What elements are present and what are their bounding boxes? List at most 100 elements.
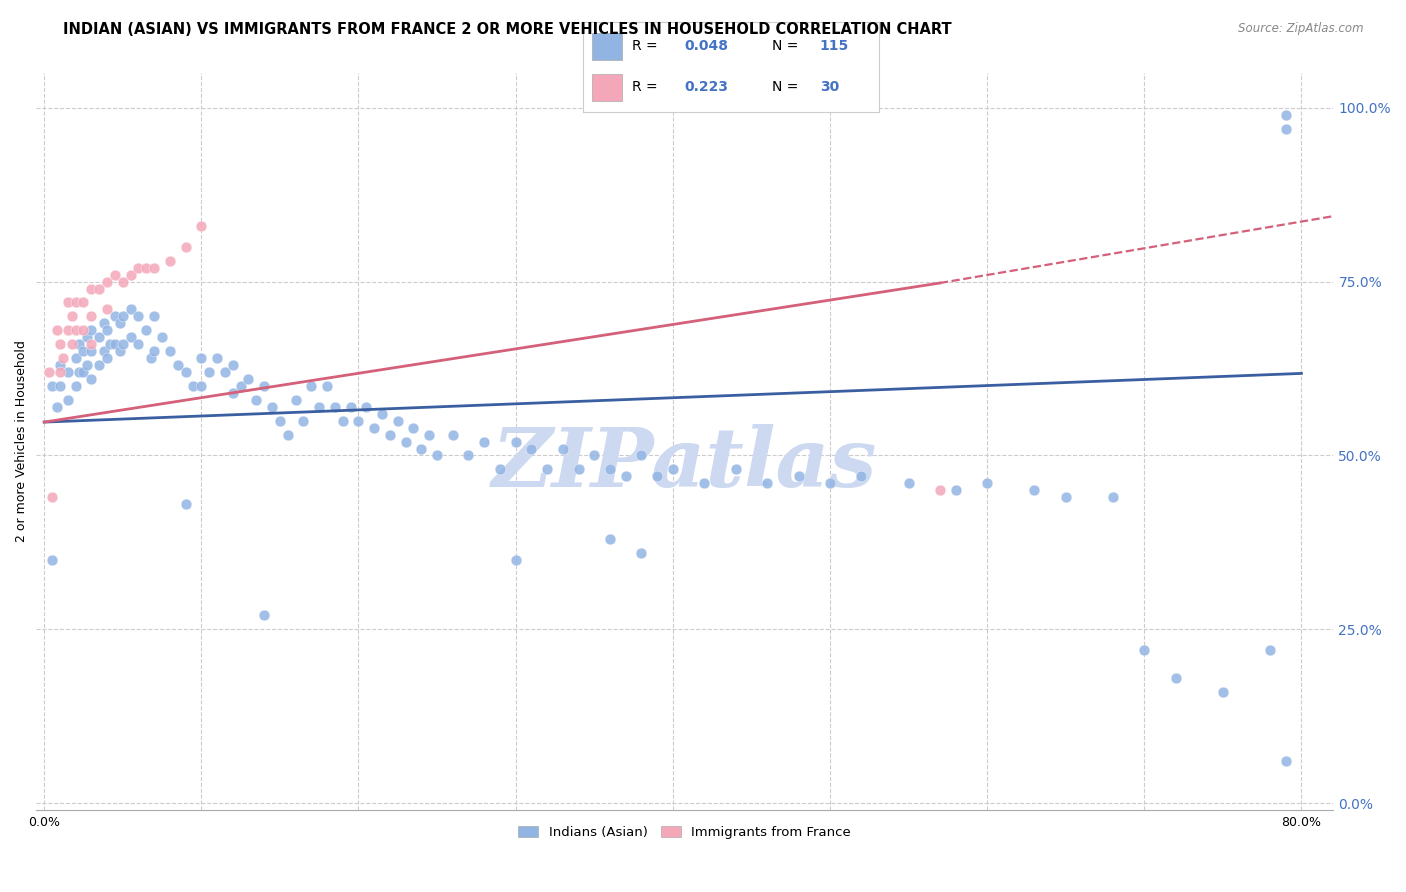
Point xyxy=(96,323,118,337)
Point xyxy=(630,546,652,560)
Text: 30: 30 xyxy=(820,80,839,95)
Point xyxy=(143,344,166,359)
Point xyxy=(143,310,166,324)
Legend: Indians (Asian), Immigrants from France: Indians (Asian), Immigrants from France xyxy=(513,821,856,844)
Point xyxy=(1133,643,1156,657)
Point xyxy=(111,275,134,289)
Point xyxy=(1258,643,1281,657)
Point xyxy=(378,427,401,442)
Point xyxy=(536,462,558,476)
Point xyxy=(80,310,103,324)
Point xyxy=(214,365,236,379)
Point xyxy=(363,420,385,434)
Point xyxy=(80,282,103,296)
Point xyxy=(599,532,621,546)
Point xyxy=(402,420,425,434)
Point xyxy=(93,316,115,330)
Point xyxy=(135,260,157,275)
Point xyxy=(645,469,668,483)
Y-axis label: 2 or more Vehicles in Household: 2 or more Vehicles in Household xyxy=(15,341,28,542)
Point xyxy=(387,414,409,428)
Point xyxy=(245,392,267,407)
Point xyxy=(174,240,197,254)
Point xyxy=(96,275,118,289)
Point xyxy=(62,337,84,351)
Point xyxy=(292,414,315,428)
Point xyxy=(945,483,967,498)
Point xyxy=(205,351,228,365)
Point xyxy=(89,330,111,344)
Point xyxy=(108,344,131,359)
Text: 0.048: 0.048 xyxy=(683,39,728,54)
Point xyxy=(143,260,166,275)
Point xyxy=(41,553,63,567)
Point xyxy=(65,351,87,365)
Text: R =: R = xyxy=(633,39,658,54)
Point xyxy=(150,330,173,344)
Point xyxy=(269,414,291,428)
Point xyxy=(395,434,418,449)
Point xyxy=(89,282,111,296)
Point xyxy=(65,379,87,393)
Point xyxy=(260,400,283,414)
Text: N =: N = xyxy=(772,80,799,95)
Point xyxy=(56,295,79,310)
Point xyxy=(41,490,63,504)
Point xyxy=(1054,490,1077,504)
Point xyxy=(96,302,118,317)
Point xyxy=(56,323,79,337)
Point xyxy=(104,310,127,324)
Point xyxy=(299,379,322,393)
FancyBboxPatch shape xyxy=(592,74,621,101)
Point xyxy=(426,449,449,463)
Point xyxy=(80,372,103,386)
Point xyxy=(174,497,197,511)
Point xyxy=(111,337,134,351)
Point xyxy=(1274,108,1296,122)
Point xyxy=(1024,483,1046,498)
Point xyxy=(65,323,87,337)
Point xyxy=(98,337,121,351)
Point xyxy=(127,310,149,324)
Point xyxy=(457,449,479,463)
Point xyxy=(1274,121,1296,136)
Point xyxy=(190,219,212,233)
Point xyxy=(80,323,103,337)
Point xyxy=(520,442,543,456)
Point xyxy=(489,462,512,476)
Point xyxy=(614,469,637,483)
Point xyxy=(418,427,440,442)
Point xyxy=(104,268,127,282)
Point xyxy=(104,337,127,351)
Point xyxy=(72,295,94,310)
Point xyxy=(198,365,221,379)
Point xyxy=(277,427,299,442)
Point xyxy=(724,462,747,476)
Point xyxy=(120,268,142,282)
Point xyxy=(229,379,252,393)
Point xyxy=(222,358,245,372)
Point xyxy=(183,379,205,393)
Point xyxy=(45,400,67,414)
Point xyxy=(96,351,118,365)
Point xyxy=(222,385,245,400)
Text: Source: ZipAtlas.com: Source: ZipAtlas.com xyxy=(1239,22,1364,36)
Point xyxy=(45,323,67,337)
Point xyxy=(190,379,212,393)
Point xyxy=(756,476,779,491)
Point xyxy=(551,442,574,456)
Point xyxy=(56,365,79,379)
Point xyxy=(339,400,361,414)
Point xyxy=(505,434,527,449)
Point xyxy=(371,407,394,421)
Text: N =: N = xyxy=(772,39,799,54)
Point xyxy=(1274,755,1296,769)
Point xyxy=(166,358,188,372)
Point xyxy=(62,310,84,324)
Point xyxy=(108,316,131,330)
Point xyxy=(567,462,589,476)
Point xyxy=(356,400,378,414)
Point xyxy=(929,483,952,498)
Point xyxy=(49,379,72,393)
Point xyxy=(411,442,433,456)
